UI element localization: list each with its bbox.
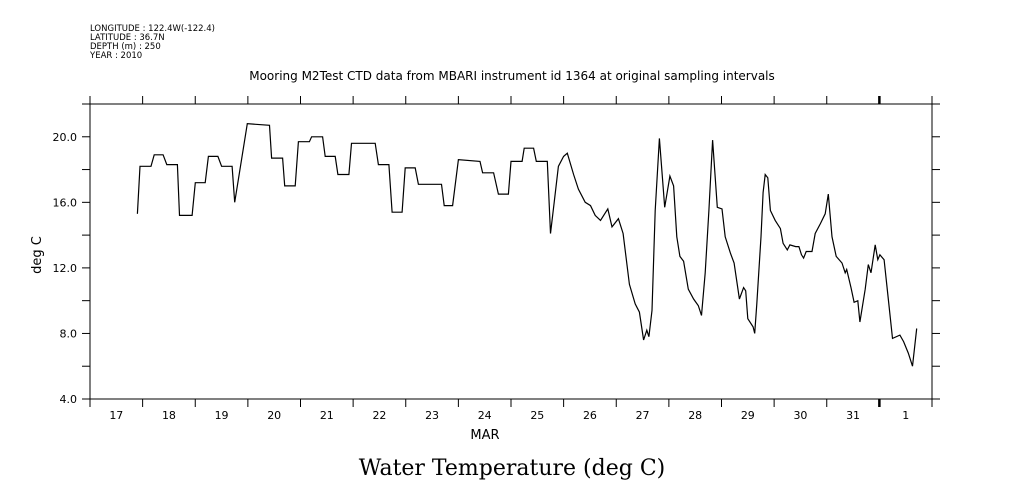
y-tick-label: 4.0 xyxy=(60,393,78,406)
x-tick-label: 28 xyxy=(688,409,702,422)
y-tick-label: 12.0 xyxy=(53,262,78,275)
x-tick-label: 17 xyxy=(109,409,123,422)
y-tick-label: 16.0 xyxy=(53,196,78,209)
x-tick-label: 23 xyxy=(425,409,439,422)
x-tick-label: 1 xyxy=(902,409,909,422)
x-tick-label: 25 xyxy=(530,409,544,422)
metadata-line: LATITUDE : 36.7N xyxy=(90,33,165,43)
metadata-line: LONGITUDE : 122.4W(-122.4) xyxy=(90,24,215,34)
y-axis-label: deg C xyxy=(30,236,45,274)
x-tick-label: 27 xyxy=(636,409,650,422)
y-tick-label: 8.0 xyxy=(60,327,78,340)
axes: 17 18 19 20 21 22 23 24 25 26 27 28 29 30 31 1 4.0 8.0 12.… xyxy=(53,96,940,422)
x-axis-label: MAR xyxy=(470,428,499,443)
x-tick-label: 22 xyxy=(372,409,386,422)
series-line-water-temperature xyxy=(136,123,918,367)
x-tick-label: 24 xyxy=(478,409,492,422)
x-tick-label: 18 xyxy=(162,409,176,422)
x-tick-label: 29 xyxy=(741,409,755,422)
x-tick-label: 30 xyxy=(793,409,807,422)
x-tick-label: 21 xyxy=(320,409,334,422)
y-tick-label: 20.0 xyxy=(53,131,78,144)
x-tick-label: 26 xyxy=(583,409,597,422)
chart-title: Mooring M2Test CTD data from MBARI instr… xyxy=(249,69,775,83)
x-tick-label: 20 xyxy=(267,409,281,422)
x-tick-label: 19 xyxy=(215,409,229,422)
x-tick-label: 31 xyxy=(846,409,860,422)
metadata-block: LONGITUDE : 122.4W(-122.4)LATITUDE : 36.… xyxy=(89,24,215,61)
metadata-line: YEAR : 2010 xyxy=(89,51,142,61)
bottom-title: Water Temperature (deg C) xyxy=(359,456,666,481)
metadata-line: DEPTH (m) : 250 xyxy=(90,42,161,52)
